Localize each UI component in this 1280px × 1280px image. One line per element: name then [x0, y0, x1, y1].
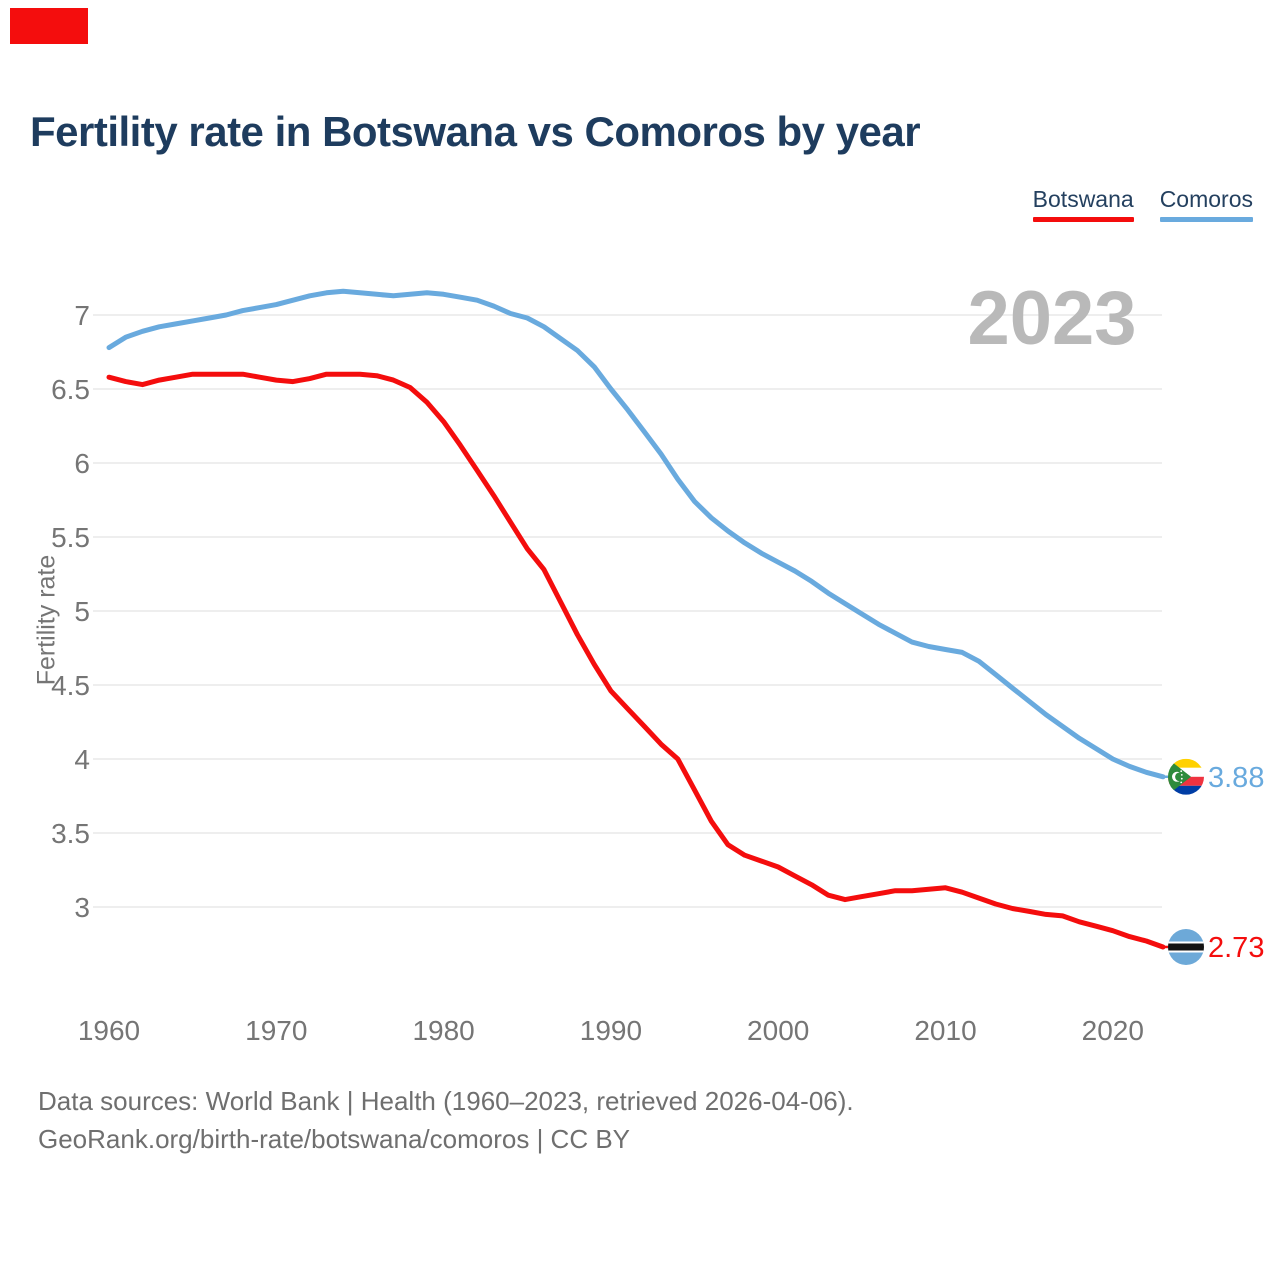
y-tick-label-4: 4	[74, 744, 90, 775]
source-footer: Data sources: World Bank | Health (1960–…	[38, 1082, 854, 1158]
comoros-flag-icon	[1168, 758, 1204, 795]
y-tick-label-7: 7	[74, 300, 90, 331]
source-line-2: GeoRank.org/birth-rate/botswana/comoros …	[38, 1124, 631, 1154]
legend-swatch-botswana	[1032, 217, 1134, 222]
line-comoros[interactable]	[106, 288, 1166, 780]
gridlines	[93, 314, 1162, 908]
year-watermark: 2023	[967, 276, 1136, 361]
source-line-1: Data sources: World Bank | Health (1960–…	[38, 1086, 854, 1116]
x-tick-label-2010: 2010	[914, 1015, 976, 1046]
end-value-comoros: 3.88	[1208, 762, 1264, 794]
page-title: Fertility rate in Botswana vs Comoros by…	[30, 108, 921, 155]
x-tick-label-1990: 1990	[580, 1015, 642, 1046]
legend-swatch-comoros	[1159, 217, 1253, 222]
x-tick-label-1980: 1980	[412, 1015, 474, 1046]
y-tick-label-5.5: 5.5	[51, 522, 90, 553]
y-tick-label-4.5: 4.5	[51, 670, 90, 701]
end-value-botswana: 2.73	[1208, 932, 1264, 964]
x-tick-label-2000: 2000	[747, 1015, 809, 1046]
y-tick-label-3: 3	[74, 892, 90, 923]
x-tick-label-1970: 1970	[245, 1015, 307, 1046]
x-tick-label-2020: 2020	[1082, 1015, 1144, 1046]
y-tick-label-5: 5	[74, 596, 90, 627]
axis-tick-labels: 3 3.5 4 4.5 5 5.5 6 6.5 7 1960 1970 1980 1990 2000 201…	[51, 300, 1144, 1046]
botswana-flag-icon	[1168, 929, 1204, 965]
line-botswana[interactable]	[106, 371, 1166, 950]
y-tick-label-6.5: 6.5	[51, 374, 90, 405]
record-badge	[10, 8, 88, 44]
y-tick-label-3.5: 3.5	[51, 818, 90, 849]
legend-item-botswana[interactable]: Botswana	[1032, 186, 1134, 222]
legend-label-botswana: Botswana	[1032, 186, 1134, 212]
x-tick-label-1960: 1960	[78, 1015, 140, 1046]
legend-label-comoros: Comoros	[1159, 186, 1253, 212]
y-tick-label-6: 6	[74, 448, 90, 479]
legend: Botswana Comoros	[1032, 186, 1253, 222]
legend-item-comoros[interactable]: Comoros	[1159, 186, 1253, 222]
